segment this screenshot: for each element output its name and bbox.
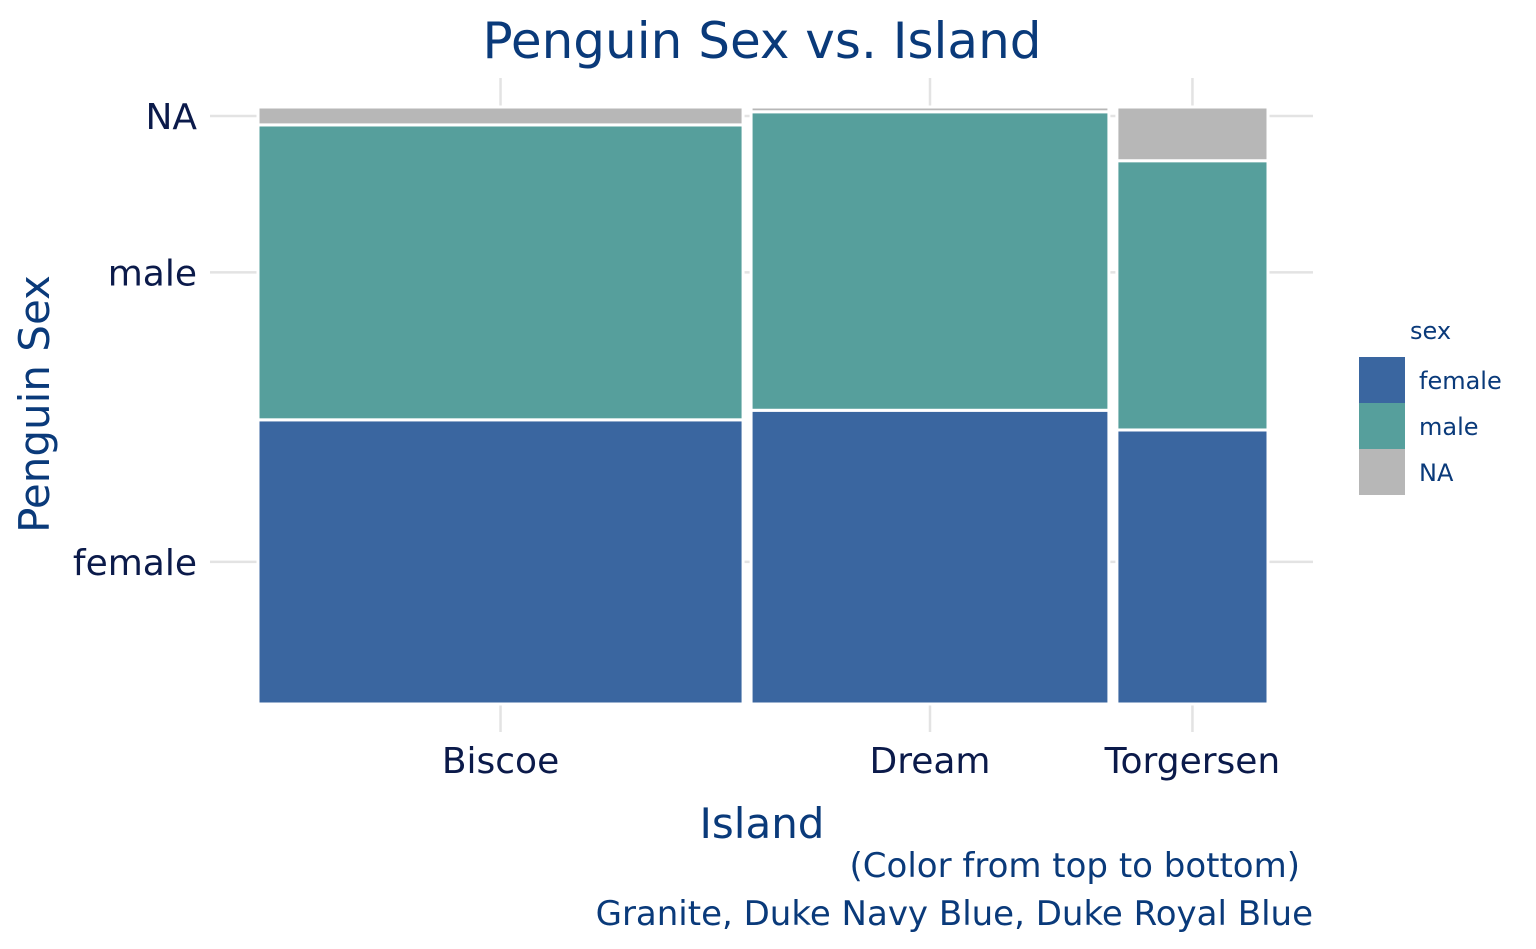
legend-label-na: NA [1419, 459, 1454, 487]
x-axis-title: Island [700, 799, 825, 848]
tile-dream-na [749, 105, 1111, 114]
x-tick-biscoe: Biscoe [442, 741, 559, 782]
legend-key-female [1359, 357, 1405, 403]
legend-title: sex [1410, 317, 1451, 345]
tile-biscoe-na [256, 105, 745, 127]
y-tick-na: NA [145, 97, 197, 138]
mosaic-tiles [256, 105, 1270, 706]
tile-dream-female [749, 408, 1111, 706]
y-tick-labels: female male NA [73, 97, 197, 584]
legend-label-female: female [1419, 367, 1502, 395]
tile-torgersen-male [1115, 159, 1270, 432]
legend-items: female male NA [1359, 357, 1502, 495]
legend-label-male: male [1419, 413, 1479, 441]
tile-biscoe-male [256, 123, 745, 422]
y-tick-male: male [108, 253, 197, 294]
caption-line-1: (Color from top to bottom) [850, 846, 1300, 886]
chart-title: Penguin Sex vs. Island [482, 12, 1041, 70]
legend-key-na [1359, 449, 1405, 495]
y-tick-female: female [73, 543, 197, 584]
x-tick-labels: Biscoe Dream Torgersen [442, 741, 1280, 782]
y-axis-title: Penguin Sex [10, 275, 59, 533]
x-tick-torgersen: Torgersen [1104, 741, 1281, 782]
caption-line-2: Granite, Duke Navy Blue, Duke Royal Blue [596, 894, 1313, 934]
tile-torgersen-female [1115, 428, 1270, 706]
tile-biscoe-female [256, 418, 745, 706]
x-tick-dream: Dream [869, 741, 990, 782]
tile-torgersen-na [1115, 105, 1270, 163]
legend: sex female male NA [1359, 317, 1502, 495]
legend-key-male [1359, 403, 1405, 449]
tile-dream-male [749, 110, 1111, 412]
